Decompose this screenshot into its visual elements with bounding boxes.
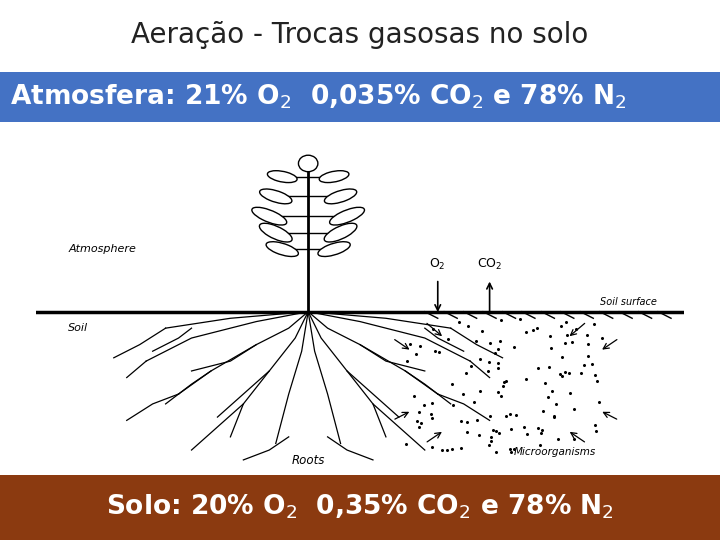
Text: Aeração - Trocas gasosas no solo: Aeração - Trocas gasosas no solo	[131, 21, 589, 49]
Bar	[0, 72, 720, 122]
Text: Microorganisms: Microorganisms	[513, 447, 595, 457]
Text: Atmosphere: Atmosphere	[68, 244, 136, 254]
Ellipse shape	[267, 171, 297, 183]
Text: Solo: 20% O$_2$  0,35% CO$_2$ e 78% N$_2$: Solo: 20% O$_2$ 0,35% CO$_2$ e 78% N$_2$	[106, 492, 614, 521]
Ellipse shape	[330, 207, 364, 225]
Ellipse shape	[319, 171, 349, 183]
Ellipse shape	[299, 155, 318, 172]
Ellipse shape	[324, 223, 357, 242]
Ellipse shape	[325, 189, 356, 204]
Text: Roots: Roots	[292, 454, 325, 467]
Bar	[36, 312, 684, 470]
Ellipse shape	[252, 207, 287, 225]
Bar	[0, 475, 720, 540]
Text: Soil: Soil	[68, 323, 89, 333]
Bar	[36, 140, 684, 312]
Ellipse shape	[318, 242, 350, 256]
Ellipse shape	[259, 223, 292, 242]
Text: Soil surface: Soil surface	[600, 297, 657, 307]
Text: O$_2$: O$_2$	[429, 257, 446, 272]
Ellipse shape	[260, 189, 292, 204]
Text: Atmosfera: 21% O$_2$  0,035% CO$_2$ e 78% N$_2$: Atmosfera: 21% O$_2$ 0,035% CO$_2$ e 78%…	[10, 83, 626, 111]
Ellipse shape	[266, 242, 298, 256]
Text: CO$_2$: CO$_2$	[477, 257, 503, 272]
